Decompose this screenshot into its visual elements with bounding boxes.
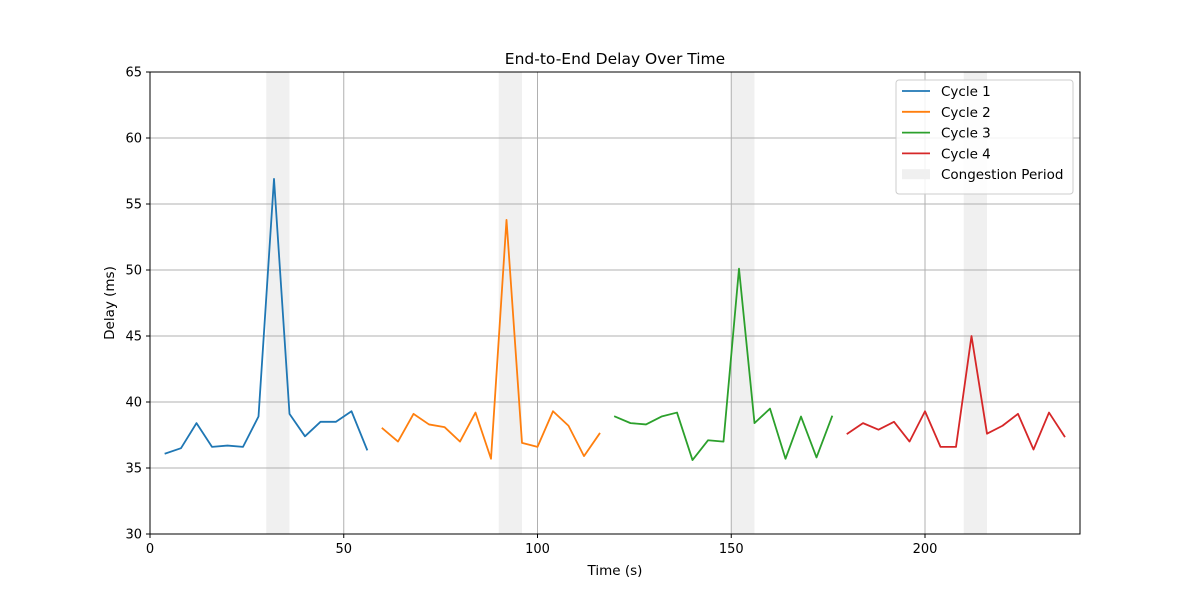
y-tick-label: 35: [125, 462, 142, 477]
x-tick-label: 200: [913, 542, 938, 557]
y-tick-label: 55: [125, 198, 142, 213]
legend-label: Cycle 1: [941, 84, 991, 100]
grid-lines: [149, 71, 1080, 535]
legend-swatch-congestion: [902, 169, 930, 180]
legend-box: [895, 79, 1074, 195]
x-axis-label: Time (s): [587, 563, 643, 579]
axis-ticks: 0 50 100 150 200 30 35 40 45 50 55 60 65: [125, 66, 937, 558]
x-tick-label: 100: [525, 542, 550, 557]
legend-label: Cycle 2: [941, 105, 991, 121]
plot-frame: [149, 71, 1081, 535]
y-tick-label: 30: [125, 528, 142, 543]
x-tick-label: 0: [146, 542, 154, 557]
congestion-band-1: [266, 72, 290, 534]
y-axis-label: Delay (ms): [102, 266, 118, 340]
legend: Cycle 1 Cycle 2 Cycle 3 Cycle 4 Congestion P…: [895, 79, 1074, 195]
legend-label: Congestion Period: [941, 167, 1063, 183]
congestion-band-2: [498, 72, 522, 534]
series-line-cycle-3: [613, 267, 834, 461]
chart-title: End-to-End Delay Over Time: [505, 50, 725, 68]
series-line-cycle-4: [846, 335, 1066, 451]
y-tick-label: 65: [125, 66, 142, 81]
y-tick-label: 40: [125, 396, 142, 411]
x-tick-label: 50: [335, 542, 352, 557]
y-tick-label: 45: [125, 330, 142, 345]
y-tick-label: 50: [125, 264, 142, 279]
legend-label: Cycle 4: [941, 146, 991, 162]
series-line-cycle-2: [381, 218, 601, 460]
legend-label: Cycle 3: [941, 126, 991, 142]
y-tick-label: 60: [125, 132, 142, 147]
congestion-bands: [266, 72, 987, 534]
series-lines: [164, 178, 1066, 461]
series-line-cycle-1: [164, 178, 369, 455]
x-tick-label: 150: [719, 542, 744, 557]
